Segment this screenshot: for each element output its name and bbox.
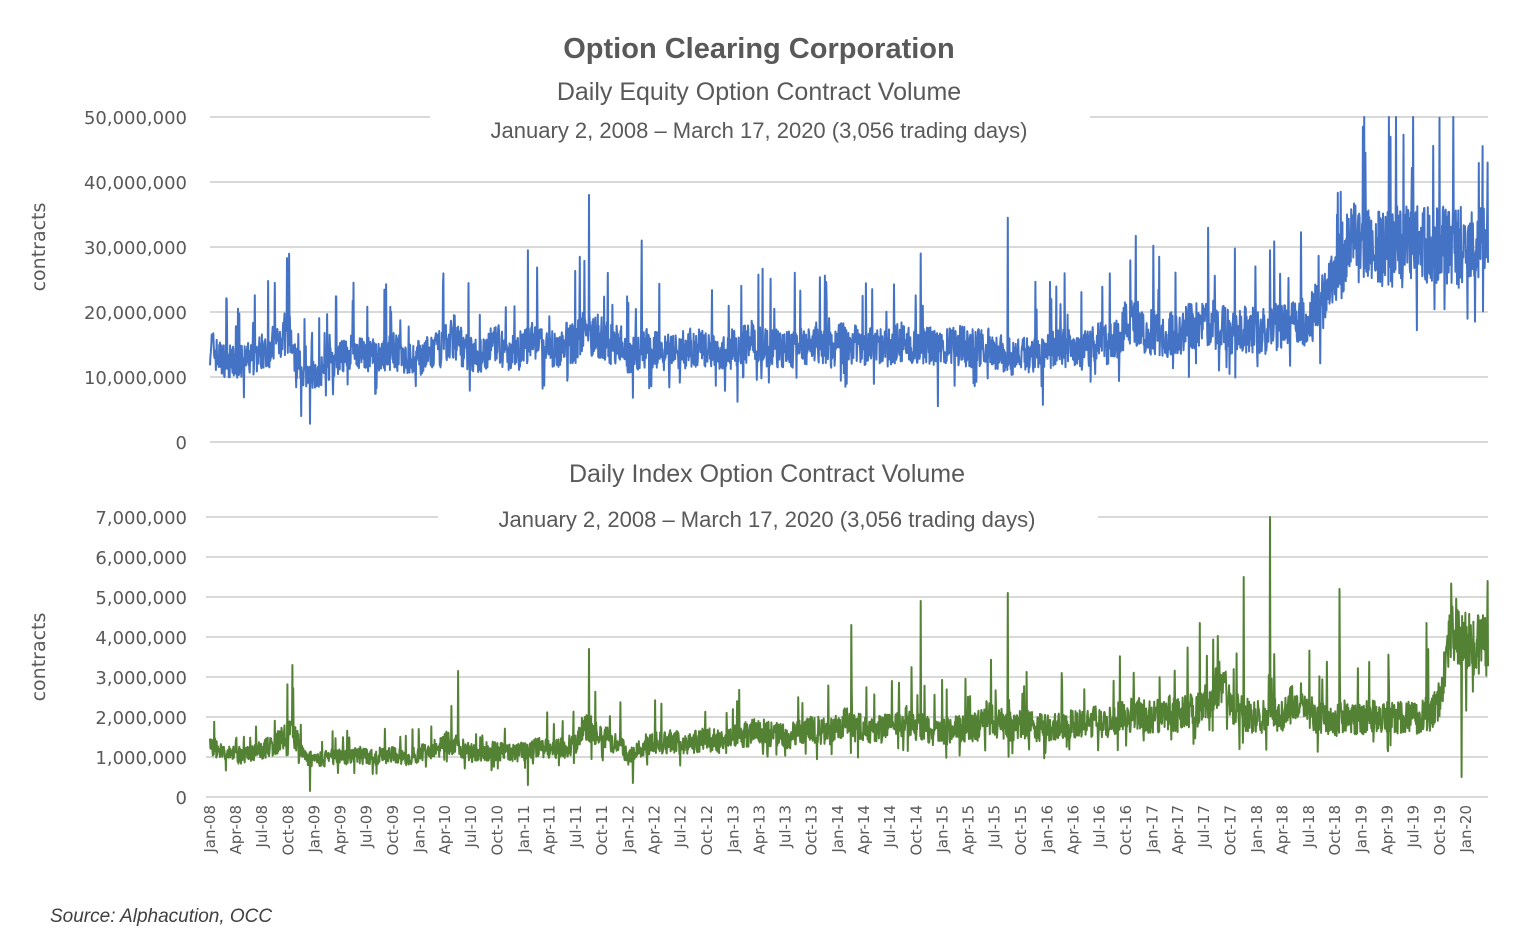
x-tick-label: Jan-08 bbox=[201, 805, 219, 854]
index-y-tick-label: 4,000,000 bbox=[95, 628, 187, 649]
x-tick-label: Oct-17 bbox=[1222, 805, 1240, 855]
x-tick-label: Jul-14 bbox=[881, 805, 899, 849]
x-tick-label: Jul-09 bbox=[358, 805, 376, 849]
x-tick-label: Jan-14 bbox=[829, 805, 847, 854]
x-tick-label: Jan-12 bbox=[620, 805, 638, 854]
equity-subtitle-background bbox=[430, 107, 1090, 145]
x-tick-label: Oct-18 bbox=[1326, 805, 1344, 855]
equity-chart-subtitle: January 2, 2008 – March 17, 2020 (3,056 … bbox=[491, 118, 1028, 143]
x-tick-label: Jul-13 bbox=[776, 805, 794, 849]
x-tick-label: Oct-19 bbox=[1431, 805, 1449, 855]
equity-y-axis-ticks: 0 10,000,000 20,000,000 30,000,000 40,000,00… bbox=[84, 108, 187, 454]
equity-y-tick-label: 30,000,000 bbox=[84, 238, 187, 259]
equity-chart-title: Daily Equity Option Contract Volume bbox=[557, 78, 961, 106]
index-chart-subtitle: January 2, 2008 – March 17, 2020 (3,056 … bbox=[499, 507, 1036, 532]
x-tick-label: Apr-19 bbox=[1378, 805, 1396, 855]
equity-y-tick-label: 40,000,000 bbox=[84, 173, 187, 194]
x-tick-label: Jan-15 bbox=[934, 805, 952, 854]
x-tick-label: Jan-13 bbox=[725, 805, 743, 854]
x-tick-label: Jul-10 bbox=[462, 805, 480, 849]
index-y-tick-label: 5,000,000 bbox=[95, 588, 187, 609]
x-tick-label: Apr-16 bbox=[1065, 805, 1083, 855]
equity-y-tick-label: 50,000,000 bbox=[84, 108, 187, 129]
index-y-tick-label: 7,000,000 bbox=[95, 508, 187, 529]
x-tick-label: Apr-14 bbox=[855, 805, 873, 855]
index-y-tick-label: 3,000,000 bbox=[95, 668, 187, 689]
equity-y-tick-label: 10,000,000 bbox=[84, 368, 187, 389]
x-tick-label: Oct-08 bbox=[279, 805, 297, 855]
index-y-axis-label: contracts bbox=[28, 613, 50, 702]
x-tick-label: Jan-17 bbox=[1143, 805, 1161, 854]
x-tick-label: Jan-18 bbox=[1248, 805, 1266, 854]
x-tick-label: Jan-11 bbox=[515, 805, 533, 854]
x-tick-label: Jul-18 bbox=[1300, 805, 1318, 849]
index-volume-chart: 0 1,000,000 2,000,000 3,000,000 4,000,000 5,0… bbox=[28, 460, 1489, 855]
equity-volume-chart: 0 10,000,000 20,000,000 30,000,000 40,000,00… bbox=[28, 78, 1489, 454]
x-tick-label: Jul-12 bbox=[672, 805, 690, 849]
x-tick-label: Jul-11 bbox=[567, 805, 585, 849]
x-tick-label: Jul-08 bbox=[253, 805, 271, 849]
x-tick-label: Apr-13 bbox=[750, 805, 768, 855]
equity-y-tick-label: 0 bbox=[176, 433, 187, 454]
x-tick-label: Oct-09 bbox=[384, 805, 402, 855]
index-y-tick-label: 0 bbox=[176, 788, 187, 809]
x-axis-ticks: Jan-08 Apr-08 Jul-08 Oct-08 Jan-09 Apr-09 Jul-… bbox=[201, 805, 1475, 855]
x-tick-label: Jul-17 bbox=[1195, 805, 1213, 849]
x-tick-label: Jan-20 bbox=[1457, 805, 1475, 854]
x-tick-label: Oct-13 bbox=[803, 805, 821, 855]
x-tick-label: Oct-14 bbox=[907, 805, 925, 855]
source-note: Source: Alphacution, OCC bbox=[50, 906, 272, 927]
x-tick-label: Jul-15 bbox=[986, 805, 1004, 849]
equity-series-line bbox=[209, 116, 1489, 425]
equity-y-axis-label: contracts bbox=[28, 203, 50, 292]
x-tick-label: Apr-08 bbox=[227, 805, 245, 855]
x-tick-label: Apr-11 bbox=[541, 805, 559, 855]
x-tick-label: Oct-12 bbox=[698, 805, 716, 855]
index-y-tick-label: 1,000,000 bbox=[95, 748, 187, 769]
x-tick-label: Jan-09 bbox=[306, 805, 324, 854]
x-tick-label: Oct-11 bbox=[593, 805, 611, 855]
x-tick-label: Jan-19 bbox=[1353, 805, 1371, 854]
equity-gridlines bbox=[210, 116, 1488, 443]
x-tick-label: Oct-10 bbox=[489, 805, 507, 855]
x-tick-label: Oct-16 bbox=[1117, 805, 1135, 855]
x-tick-label: Apr-17 bbox=[1169, 805, 1187, 855]
x-tick-label: Apr-10 bbox=[436, 805, 454, 855]
x-tick-label: Apr-15 bbox=[960, 805, 978, 855]
x-tick-label: Jan-10 bbox=[410, 805, 428, 854]
x-tick-label: Jan-16 bbox=[1038, 805, 1056, 854]
x-tick-label: Jul-16 bbox=[1091, 805, 1109, 849]
index-y-axis-ticks: 0 1,000,000 2,000,000 3,000,000 4,000,000 5,0… bbox=[95, 508, 187, 809]
x-tick-label: Oct-15 bbox=[1012, 805, 1030, 855]
x-tick-label: Apr-12 bbox=[646, 805, 664, 855]
x-tick-label: Apr-09 bbox=[331, 805, 349, 855]
x-tick-label: Apr-18 bbox=[1274, 805, 1292, 855]
index-y-tick-label: 6,000,000 bbox=[95, 548, 187, 569]
index-chart-title: Daily Index Option Contract Volume bbox=[569, 460, 965, 488]
index-y-tick-label: 2,000,000 bbox=[95, 708, 187, 729]
index-subtitle-background bbox=[438, 505, 1098, 535]
figure-title: Option Clearing Corporation bbox=[563, 33, 955, 65]
equity-y-tick-label: 20,000,000 bbox=[84, 303, 187, 324]
x-tick-label: Jul-19 bbox=[1405, 805, 1423, 849]
index-series-line bbox=[209, 516, 1489, 792]
